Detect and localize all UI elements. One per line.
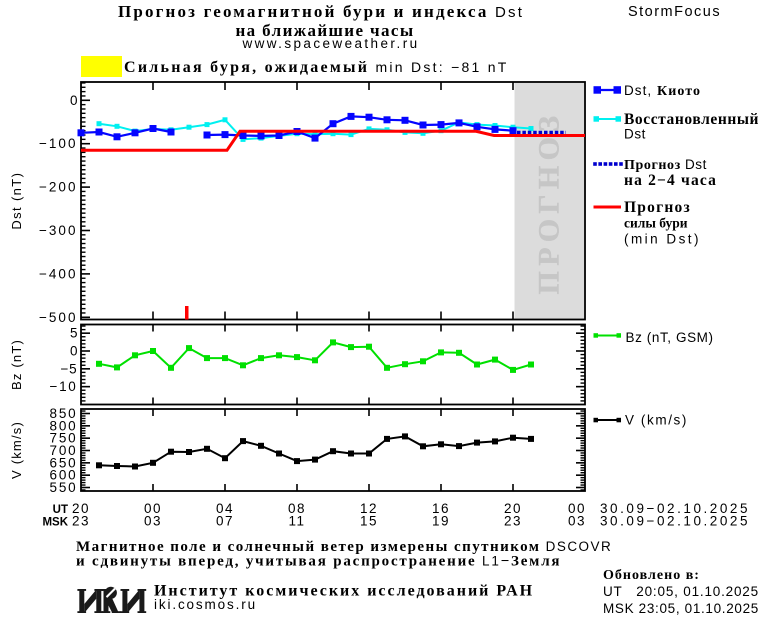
svg-text:−10: −10 bbox=[50, 379, 78, 394]
svg-text:на 2−4 часа: на 2−4 часа bbox=[624, 172, 717, 189]
svg-text:−200: −200 bbox=[39, 180, 78, 195]
svg-text:Обновлено в:: Обновлено в: bbox=[603, 568, 700, 583]
svg-text:750: 750 bbox=[50, 431, 78, 446]
svg-text:Dst (nT): Dst (nT) bbox=[9, 172, 24, 230]
svg-text:11: 11 bbox=[288, 514, 305, 529]
svg-text:Прогноз Dst: Прогноз Dst bbox=[624, 157, 707, 173]
svg-text:550: 550 bbox=[50, 480, 78, 495]
svg-text:19: 19 bbox=[432, 514, 450, 529]
svg-text:08: 08 bbox=[288, 501, 306, 516]
svg-text:00: 00 bbox=[568, 501, 586, 516]
svg-text:Прогноз: Прогноз bbox=[624, 199, 691, 216]
svg-text:MSK 23:05, 01.10.2025: MSK 23:05, 01.10.2025 bbox=[603, 601, 759, 616]
svg-text:(min Dst): (min Dst) bbox=[624, 232, 701, 247]
svg-text:www.spaceweather.ru: www.spaceweather.ru bbox=[241, 36, 419, 51]
svg-text:03: 03 bbox=[144, 514, 162, 529]
svg-text:16: 16 bbox=[432, 501, 450, 516]
svg-text:−400: −400 bbox=[39, 266, 78, 281]
svg-text:07: 07 bbox=[216, 514, 234, 529]
svg-text:Bz (nT, GSM): Bz (nT, GSM) bbox=[626, 330, 714, 345]
svg-text:V (km/s): V (km/s) bbox=[625, 413, 688, 428]
svg-text:Dst: Dst bbox=[624, 127, 646, 142]
svg-text:30.09−02.10.2025: 30.09−02.10.2025 bbox=[600, 514, 750, 529]
svg-text:на ближайшие часы: на ближайшие часы bbox=[235, 21, 414, 40]
svg-text:600: 600 bbox=[50, 468, 78, 483]
svg-text:0: 0 bbox=[70, 93, 78, 108]
svg-text:−500: −500 bbox=[39, 310, 78, 325]
svg-text:23: 23 bbox=[72, 514, 90, 529]
svg-text:−100: −100 bbox=[39, 136, 78, 151]
svg-text:650: 650 bbox=[50, 455, 78, 470]
svg-text:iki.cosmos.ru: iki.cosmos.ru bbox=[154, 597, 257, 612]
svg-text:20: 20 bbox=[72, 501, 90, 516]
svg-text:и сдвинуты вперед, учитывая ра: и сдвинуты вперед, учитывая распростране… bbox=[76, 554, 561, 570]
svg-text:Bz (nT): Bz (nT) bbox=[9, 339, 24, 390]
svg-text:Сильная буря, ожидаемый min Ds: Сильная буря, ожидаемый min Dst: −81 nT bbox=[124, 59, 509, 76]
svg-text:23: 23 bbox=[504, 514, 522, 529]
svg-text:UT 20:05, 01.10.2025: UT 20:05, 01.10.2025 bbox=[603, 584, 759, 599]
svg-text:UT: UT bbox=[53, 504, 68, 516]
svg-text:12: 12 bbox=[360, 501, 378, 516]
svg-text:03: 03 bbox=[568, 514, 586, 529]
svg-text:850: 850 bbox=[50, 406, 78, 421]
svg-text:30.09−02.10.2025: 30.09−02.10.2025 bbox=[600, 501, 750, 516]
svg-text:00: 00 bbox=[144, 501, 162, 516]
svg-text:Институт космических исследова: Институт космических исследований РАН bbox=[154, 583, 534, 600]
svg-text:20: 20 bbox=[504, 501, 522, 516]
svg-text:Восстановленный: Восстановленный bbox=[624, 111, 759, 128]
svg-text:StormFocus: StormFocus bbox=[628, 4, 721, 20]
svg-text:−300: −300 bbox=[39, 223, 78, 238]
svg-text:0: 0 bbox=[70, 344, 78, 359]
svg-text:−5: −5 bbox=[61, 361, 78, 376]
svg-text:700: 700 bbox=[50, 443, 78, 458]
svg-text:15: 15 bbox=[360, 514, 378, 529]
svg-text:5: 5 bbox=[70, 326, 78, 341]
svg-text:ПРОГНОЗ: ПРОГНОЗ bbox=[533, 111, 566, 295]
svg-text:V (km/s): V (km/s) bbox=[9, 421, 24, 479]
svg-text:MSK: MSK bbox=[42, 517, 68, 529]
svg-text:Прогноз геомагнитной бури и ин: Прогноз геомагнитной бури и индекса Dst bbox=[118, 2, 524, 21]
svg-text:Магнитное поле и солнечный вет: Магнитное поле и солнечный ветер измерен… bbox=[76, 539, 612, 555]
svg-text:04: 04 bbox=[216, 501, 234, 516]
svg-text:800: 800 bbox=[50, 418, 78, 433]
svg-text:Dst, Киото: Dst, Киото bbox=[624, 83, 701, 99]
svg-text:силы бури: силы бури bbox=[624, 216, 688, 231]
